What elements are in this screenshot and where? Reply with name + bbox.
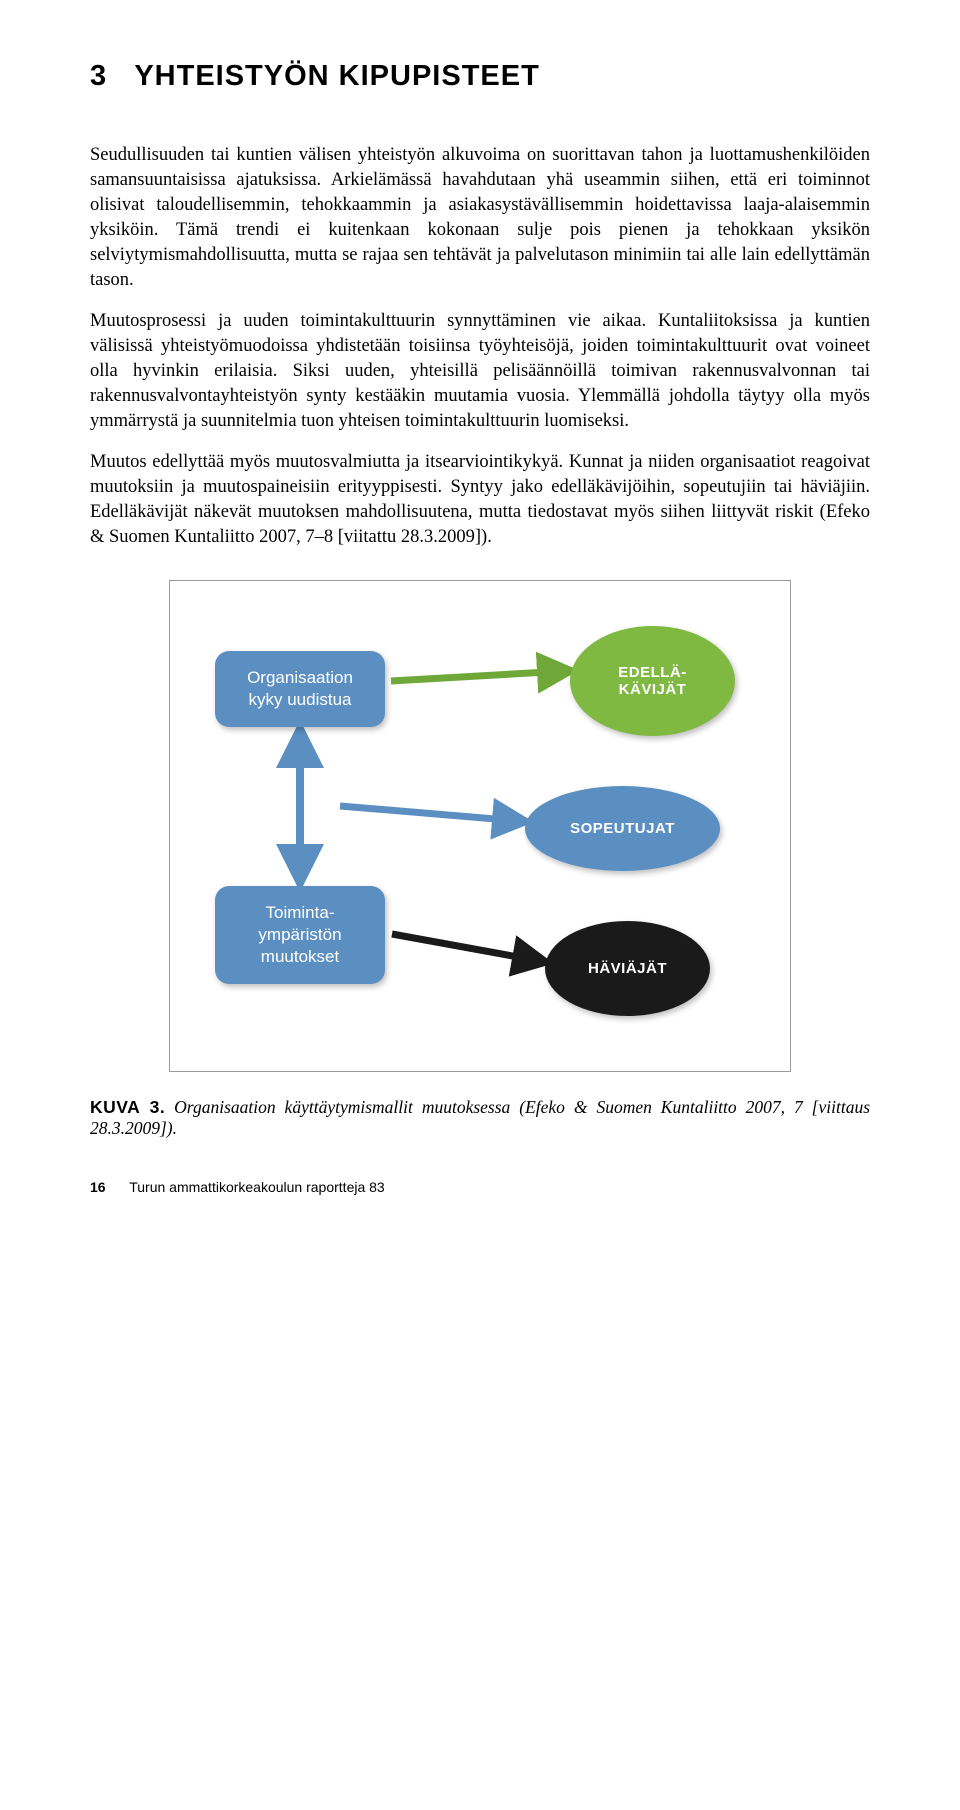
box-org-line2: kyky uudistua — [249, 690, 352, 709]
chapter-number: 3 — [90, 60, 107, 92]
chapter-title-text: YHTEISTYÖN KIPUPISTEET — [134, 60, 540, 92]
diagram-flowchart: Organisaation kyky uudistua Toiminta- ym… — [195, 606, 755, 1046]
figure-container: Organisaation kyky uudistua Toiminta- ym… — [90, 580, 870, 1072]
diagram-ellipse-adapters: SOPEUTUJAT — [525, 786, 720, 871]
figure-border: Organisaation kyky uudistua Toiminta- ym… — [169, 580, 791, 1072]
caption-text: Organisaation käyttäytymismallit muutoks… — [90, 1097, 870, 1138]
page-number: 16 — [90, 1179, 106, 1195]
paragraph-2: Muutosprosessi ja uuden toimintakulttuur… — [90, 309, 870, 434]
leaders-line1: EDELLÄ- — [618, 664, 687, 681]
figure-caption: KUVA 3. Organisaation käyttäytymismallit… — [90, 1097, 870, 1139]
leaders-line2: KÄVIJÄT — [619, 681, 687, 698]
paragraph-1: Seudullisuuden tai kuntien välisen yhtei… — [90, 143, 870, 293]
paragraph-3: Muutos edellyttää myös muutosvalmiutta j… — [90, 450, 870, 550]
page-footer: 16 Turun ammattikorkeakoulun raportteja … — [90, 1179, 870, 1195]
box-env-line1: Toiminta- — [266, 903, 335, 922]
box-env-line2: ympäristön — [258, 925, 341, 944]
caption-label: KUVA 3. — [90, 1097, 165, 1117]
diagram-box-org-ability: Organisaation kyky uudistua — [215, 651, 385, 727]
diagram-ellipse-leaders: EDELLÄ- KÄVIJÄT — [570, 626, 735, 736]
diagram-ellipse-losers: HÄVIÄJÄT — [545, 921, 710, 1016]
footer-text: Turun ammattikorkeakoulun raportteja 83 — [129, 1179, 385, 1195]
chapter-heading: 3 YHTEISTYÖN KIPUPISTEET — [90, 60, 870, 93]
diagram-box-env-changes: Toiminta- ympäristön muutokset — [215, 886, 385, 984]
box-env-line3: muutokset — [261, 947, 339, 966]
box-org-line1: Organisaation — [247, 668, 353, 687]
losers-label: HÄVIÄJÄT — [588, 960, 667, 977]
adapters-label: SOPEUTUJAT — [570, 820, 675, 837]
